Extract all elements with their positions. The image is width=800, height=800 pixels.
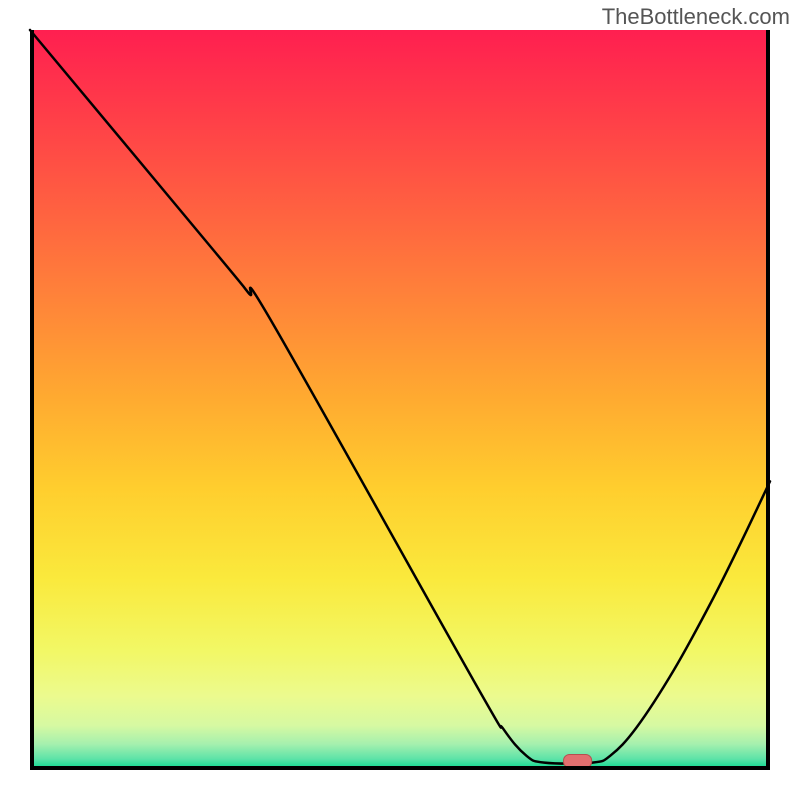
optimal-marker xyxy=(564,754,592,767)
chart-container: TheBottleneck.com xyxy=(0,0,800,800)
watermark-text: TheBottleneck.com xyxy=(602,4,790,30)
bottleneck-chart xyxy=(0,0,800,800)
chart-background xyxy=(30,30,770,770)
